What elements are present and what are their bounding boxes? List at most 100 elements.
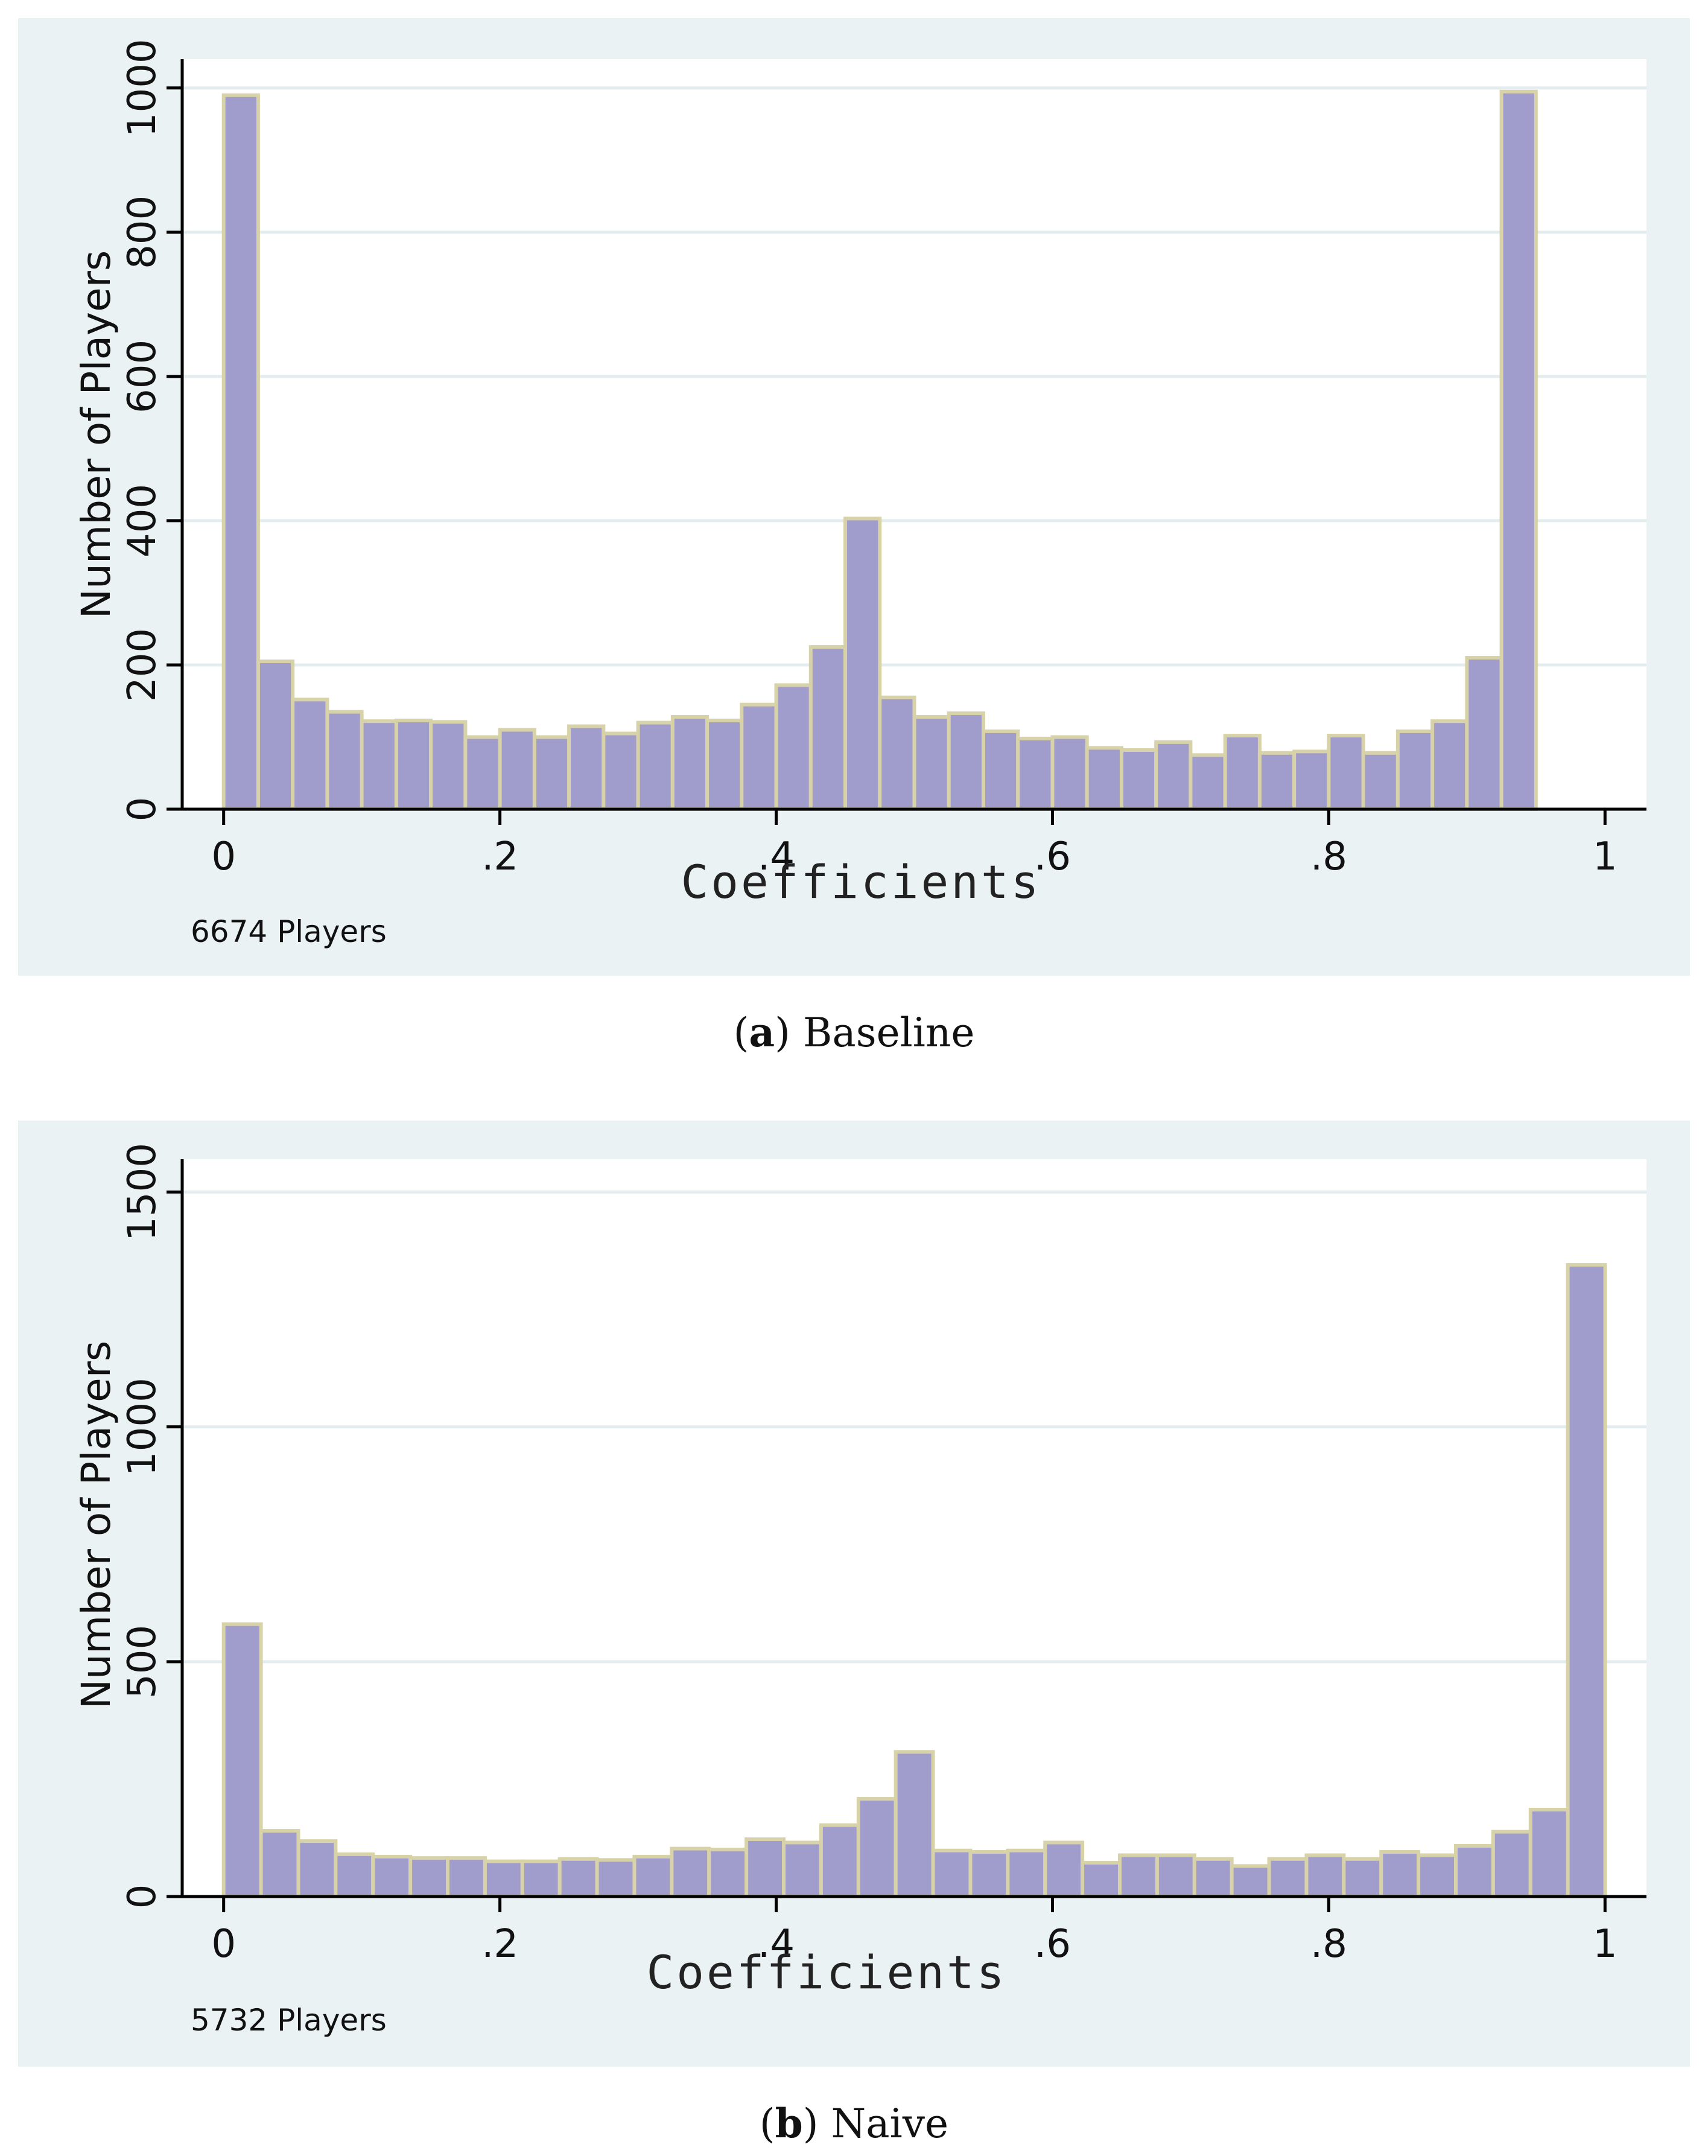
- histogram-bar: [632, 1854, 674, 1899]
- y-tick-label: 800: [120, 196, 165, 269]
- x-axis-title: Coefficients: [681, 855, 1041, 909]
- histogram-bar: [371, 1854, 413, 1899]
- histogram-bar: [334, 1852, 375, 1899]
- histogram-bar: [707, 1848, 749, 1899]
- histogram-bar: [819, 1823, 860, 1899]
- histogram-bar: [1417, 1853, 1458, 1899]
- histogram-bar: [782, 1840, 823, 1899]
- histogram-bar: [1379, 1850, 1421, 1899]
- x-tick-label: .2: [481, 1922, 518, 1967]
- caption-letter: a: [749, 1009, 775, 1056]
- histogram-bar: [1016, 736, 1055, 811]
- histogram-bar: [1223, 734, 1262, 811]
- x-tick-label: .4: [758, 835, 795, 879]
- histogram-bar: [1454, 1843, 1495, 1898]
- histogram-bar: [1189, 753, 1227, 812]
- histogram-bar: [968, 1850, 1010, 1899]
- histogram-bar: [1292, 749, 1331, 812]
- histogram-bar: [1050, 735, 1089, 811]
- histogram-bar: [636, 720, 675, 811]
- caption-text: Baseline: [802, 1010, 975, 1056]
- histogram-bar: [705, 718, 744, 811]
- histogram-bar: [808, 645, 848, 812]
- histogram-bar: [256, 659, 295, 812]
- histogram-baseline: 0 200 400 600 800 1000 0 .2 .4 .6 .8 1 Number of P…: [73, 39, 1646, 909]
- histogram-bar: [557, 1857, 599, 1899]
- y-tick-label: 600: [120, 340, 165, 413]
- histogram-bar: [981, 729, 1020, 811]
- x-tick-label: 0: [211, 1922, 236, 1967]
- histogram-bar: [947, 711, 985, 811]
- y-tick-label: 400: [120, 484, 165, 558]
- histogram-bar: [1118, 1853, 1159, 1899]
- y-tick-label: 500: [120, 1625, 165, 1699]
- figure-caption-b: (b) Naive: [759, 2100, 949, 2147]
- histogram-bar: [843, 517, 882, 812]
- histogram-bar: [1267, 1857, 1309, 1899]
- histogram-bar: [567, 724, 606, 811]
- x-tick-label: .6: [1034, 835, 1071, 879]
- histogram-bar: [1491, 1830, 1532, 1898]
- histogram-bar: [1465, 656, 1503, 812]
- histogram-bar: [670, 715, 710, 811]
- x-axis-title: Coefficients: [646, 1945, 1006, 1999]
- caption-letter: b: [775, 2100, 803, 2147]
- figure-caption-a: (a) Baseline: [733, 1009, 975, 1056]
- x-tick-label: .8: [1310, 835, 1347, 879]
- histogram-bar: [1342, 1857, 1383, 1899]
- histogram-bar: [325, 710, 364, 812]
- histogram-naive: 0 500 1000 1500 0 .2 .4 .6 .8 1 Number of Player…: [73, 1143, 1646, 1999]
- x-tick-label: 1: [1593, 835, 1618, 879]
- histogram-bar: [532, 735, 571, 811]
- y-tick-label: 200: [120, 628, 165, 702]
- chart-panel-naive: 0 500 1000 1500 0 .2 .4 .6 .8 1 Number of Player…: [18, 1121, 1690, 2067]
- histogram-bar: [221, 93, 260, 811]
- histogram-bar: [1081, 1860, 1122, 1898]
- histogram-bar: [446, 1856, 487, 1898]
- histogram-bar: [670, 1846, 711, 1898]
- histogram-bar: [1499, 89, 1538, 811]
- y-tick-label: 0: [120, 1884, 165, 1909]
- histogram-bar: [1257, 751, 1297, 812]
- y-axis-title: Number of Players: [73, 1341, 119, 1709]
- x-tick-label: 0: [211, 835, 236, 879]
- histogram-bar: [931, 1848, 973, 1898]
- histogram-bar: [498, 728, 536, 811]
- histogram-bar: [1043, 1840, 1085, 1899]
- histogram-bar: [1230, 1864, 1271, 1898]
- histogram-bar: [483, 1859, 524, 1898]
- histogram-bar: [595, 1858, 637, 1899]
- histogram-bar: [296, 1839, 338, 1898]
- histogram-bar: [774, 683, 813, 811]
- histogram-bar: [1085, 746, 1123, 812]
- players-count-note: 6674 Players: [191, 914, 387, 949]
- histogram-bar: [912, 715, 951, 811]
- histogram-bar: [744, 1837, 786, 1898]
- histogram-bar: [894, 1750, 935, 1898]
- histogram-bar: [394, 718, 433, 811]
- histogram-bar: [360, 719, 398, 811]
- histogram-bar: [520, 1859, 562, 1898]
- histogram-bar: [259, 1829, 300, 1899]
- histogram-bar: [602, 731, 640, 811]
- histogram-bar: [429, 720, 468, 811]
- histogram-bar: [1395, 729, 1435, 811]
- y-tick-label: 1500: [120, 1143, 165, 1241]
- x-tick-label: .2: [481, 835, 518, 879]
- histogram-bar: [1566, 1263, 1607, 1898]
- y-tick-label: 1000: [120, 39, 165, 137]
- histogram-bar: [1361, 751, 1400, 812]
- histogram-bar: [1155, 1853, 1196, 1899]
- plot-area: [182, 59, 1646, 809]
- histogram-bar: [878, 695, 916, 812]
- histogram-bar: [408, 1856, 450, 1898]
- histogram-bar: [1327, 734, 1365, 811]
- x-tick-label: .6: [1034, 1922, 1071, 1967]
- y-tick-label: 0: [120, 797, 165, 822]
- caption-text: Naive: [831, 2100, 949, 2147]
- x-tick-label: 1: [1593, 1922, 1618, 1967]
- histogram-bar: [291, 698, 329, 812]
- histogram-bar: [463, 735, 502, 811]
- histogram-bar: [1006, 1848, 1047, 1898]
- y-tick-label: 1000: [120, 1378, 165, 1476]
